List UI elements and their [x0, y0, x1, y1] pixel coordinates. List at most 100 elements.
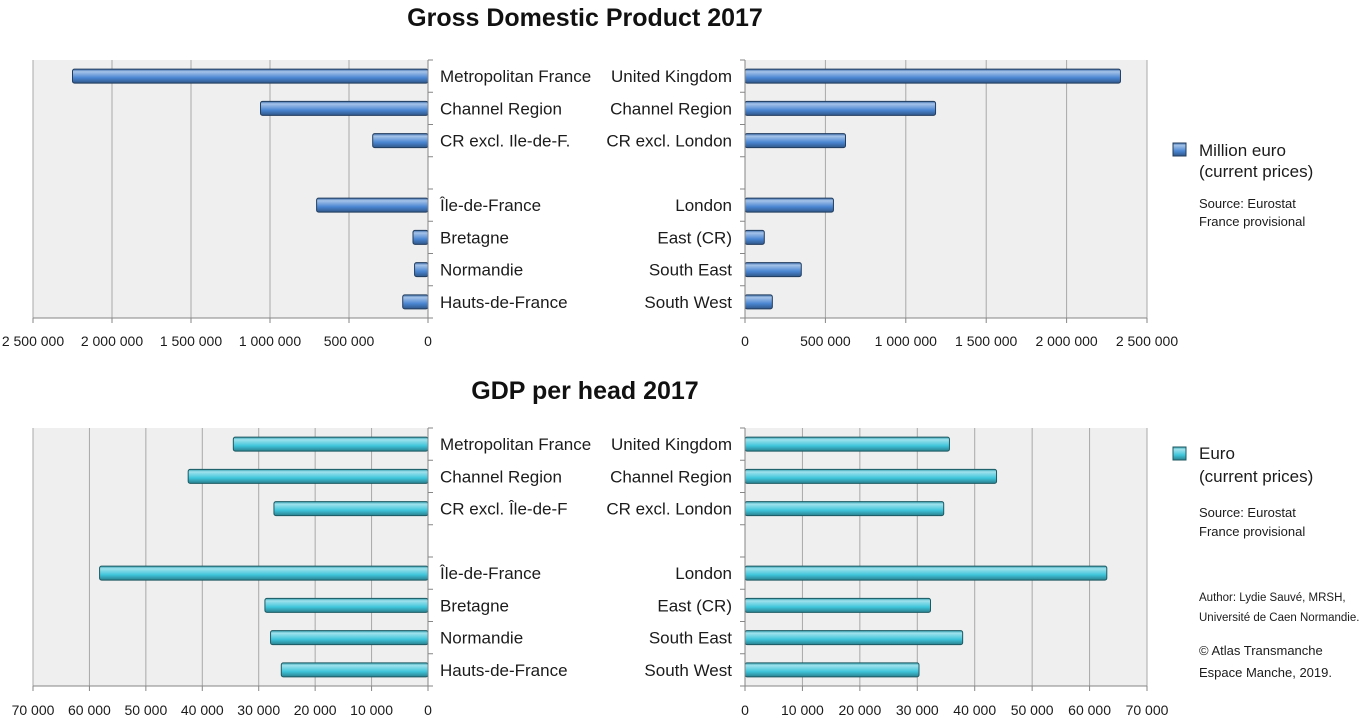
gdp-left-bar-cr-excl-ile-de-f	[372, 133, 429, 149]
gdp-per-head-left-x-tick-label: 40 000	[181, 702, 224, 718]
gdp-per-head-left-category-label: Channel Region	[440, 467, 562, 486]
gdp-left-category-label: Hauts-de-France	[440, 293, 568, 312]
copyright-line-2: Espace Manche, 2019.	[1199, 665, 1332, 680]
gdp-per-head-right-category-label: United Kingdom	[611, 435, 732, 454]
gdp-per-head-left-x-tick-label: 50 000	[124, 702, 167, 718]
copyright-line-1: © Atlas Transmanche	[1199, 643, 1323, 658]
gdp-left-category-label: Channel Region	[440, 99, 562, 118]
gdp-right-category-label: South West	[644, 293, 732, 312]
gdp-per-head-right-x-tick-label: 40 000	[953, 702, 996, 718]
gdp-per-head-right-bar-london	[744, 565, 1108, 581]
gdp-legend-swatch	[1172, 142, 1187, 157]
gdp-per-head-left-x-tick-label: 30 000	[237, 702, 280, 718]
gdp-right-category-label: CR excl. London	[606, 132, 732, 151]
gdp-right-x-tick-label: 0	[741, 333, 749, 349]
gdp-per-head-left-x-tick-label: 70 000	[12, 702, 55, 718]
gdp-per-head-legend-source-note: France provisional	[1199, 524, 1305, 539]
gdp-legend-source-note: France provisional	[1199, 214, 1305, 229]
gdp-legend-label-unit: (current prices)	[1199, 162, 1313, 181]
gdp-per-head-left-category-label: Hauts-de-France	[440, 661, 568, 680]
gdp-left-x-tick-label: 500 000	[324, 333, 375, 349]
author-line-2: Université de Caen Normandie.	[1199, 612, 1359, 624]
gdp-right-x-tick-label: 2 000 000	[1035, 333, 1097, 349]
gdp-per-head-legend: Euro (current prices) Source: Eurostat F…	[1172, 444, 1313, 539]
gdp-per-head-right-bar-east-cr	[744, 597, 931, 613]
gdp-per-head-left-bar-hauts-de-france	[280, 662, 429, 678]
gdp-per-head-legend-source: Source: Eurostat	[1199, 505, 1296, 520]
gdp-right-x-tick-label: 1 500 000	[955, 333, 1017, 349]
gdp-right-x-tick-label: 1 000 000	[875, 333, 937, 349]
gdp-right-bar-london	[744, 197, 834, 213]
gdp-per-head-left-bar-cr-excl-ile-de-f	[273, 501, 429, 517]
gdp-per-head-right-plot-area	[745, 428, 1147, 686]
gdp-left-plot-area	[33, 60, 428, 318]
gdp-per-head-left-bar-channel-region	[187, 468, 429, 484]
gdp-legend-label: Million euro	[1199, 141, 1286, 160]
gdp-per-head-right-x-tick-label: 0	[741, 702, 749, 718]
gdp-per-head-left-bar-metropolitan-france	[232, 436, 429, 452]
gdp-right-category-label: Channel Region	[610, 99, 732, 118]
gdp-left-bar-bretagne	[412, 229, 429, 245]
gdp-per-head-left-bar-bretagne	[264, 597, 429, 613]
gdp-per-head-left-category-label: CR excl. Île-de-F	[440, 500, 568, 519]
gdp-left-category-label: Metropolitan France	[440, 67, 591, 86]
gdp-per-head-right-bar-channel-region	[744, 468, 998, 484]
gdp-per-head-right-category-label: Channel Region	[610, 467, 732, 486]
gdp-right-bar-united-kingdom	[744, 68, 1121, 84]
gdp-per-head-right-category-label: East (CR)	[657, 596, 732, 615]
gdp-right-category-label: East (CR)	[657, 228, 732, 247]
gdp-per-head-right-category-label: London	[675, 564, 732, 583]
gdp-legend-source: Source: Eurostat	[1199, 196, 1296, 211]
gdp-right-bar-east-cr	[744, 229, 765, 245]
gdp-left-x-tick-label: 2 500 000	[2, 333, 64, 349]
gdp-left-category-label: Bretagne	[440, 228, 509, 247]
gdp-left-category-label: CR excl. Ile-de-F.	[440, 132, 570, 151]
gdp-per-head-left-x-tick-label: 10 000	[350, 702, 393, 718]
gdp-left-x-tick-label: 1 500 000	[160, 333, 222, 349]
gdp-right-x-tick-label: 2 500 000	[1116, 333, 1178, 349]
gdp-per-head-right-bar-south-west	[744, 662, 920, 678]
gdp-right-bar-cr-excl-london	[744, 133, 846, 149]
gdp-left-panel: 0 500 000 1 000 000 1 500 000 2 000 000 2 500…	[2, 59, 591, 349]
gdp-left-x-tick-label: 0	[424, 333, 432, 349]
gdp-left-bar-metropolitan-france	[72, 68, 429, 84]
gdp-per-head-right-bar-cr-excl-london	[744, 501, 945, 517]
gdp-per-head-right-panel: 0 10 000 20 000 30 000 40 000 50 000 60 000 70 …	[606, 427, 1169, 718]
gdp-per-head-left-category-label: Normandie	[440, 629, 523, 648]
gdp-per-head-left-x-tick-label: 60 000	[68, 702, 111, 718]
gdp-right-plot-area	[745, 60, 1147, 318]
gdp-left-bar-ile-de-france	[316, 197, 429, 213]
gdp-right-category-label: London	[675, 196, 732, 215]
gdp-per-head-right-x-tick-label: 30 000	[896, 702, 939, 718]
gdp-per-head-legend-label-unit: (current prices)	[1199, 467, 1313, 486]
gdp-per-head-right-x-tick-label: 10 000	[781, 702, 824, 718]
gdp-per-head-right-bar-south-east	[744, 630, 964, 646]
gdp-right-bar-channel-region	[744, 100, 937, 116]
gdp-per-head-right-x-tick-label: 70 000	[1126, 702, 1169, 718]
gdp-per-head-title: GDP per head 2017	[471, 377, 698, 405]
gdp-right-x-tick-label: 500 000	[800, 333, 851, 349]
gdp-per-head-right-x-tick-label: 50 000	[1011, 702, 1054, 718]
gdp-per-head-left-x-tick-label: 20 000	[294, 702, 337, 718]
gdp-left-category-label: Île-de-France	[439, 196, 541, 215]
gdp-per-head-right-category-label: South East	[649, 629, 732, 648]
gdp-per-head-left-x-tick-label: 0	[424, 702, 432, 718]
gdp-left-bar-normandie	[414, 262, 429, 278]
gdp-per-head-right-bar-united-kingdom	[744, 436, 950, 452]
gdp-per-head-right-category-label: CR excl. London	[606, 500, 732, 519]
gdp-right-bar-south-east	[744, 262, 802, 278]
gdp-right-category-label: United Kingdom	[611, 67, 732, 86]
gdp-chart: 0 500 000 1 000 000 1 500 000 2 000 000 2 500…	[2, 59, 1178, 349]
gdp-per-head-left-category-label: Bretagne	[440, 596, 509, 615]
gdp-per-head-left-category-label: Île-de-France	[439, 564, 541, 583]
gdp-per-head-right-x-tick-label: 20 000	[838, 702, 881, 718]
gdp-per-head-left-bar-normandie	[270, 630, 429, 646]
gdp-legend: Million euro (current prices) Source: Eu…	[1172, 141, 1313, 229]
gdp-left-bar-channel-region	[260, 100, 429, 116]
gdp-right-panel: 0 500 000 1 000 000 1 500 000 2 000 000 2 500…	[606, 59, 1178, 349]
gdp-left-bar-hauts-de-france	[402, 294, 429, 310]
gdp-per-head-left-category-label: Metropolitan France	[440, 435, 591, 454]
gdp-per-head-left-bar-ile-de-france	[99, 565, 429, 581]
gdp-per-head-right-x-tick-label: 60 000	[1068, 702, 1111, 718]
